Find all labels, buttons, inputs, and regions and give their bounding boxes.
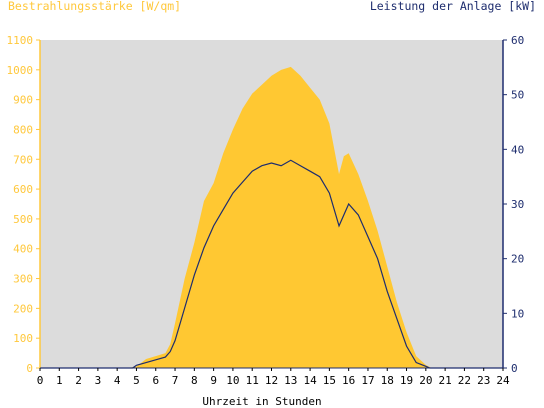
right-axis-title: Leistung der Anlage [kW] <box>370 0 536 13</box>
left-tick-label: 200 <box>13 302 33 315</box>
right-tick-label: 20 <box>511 253 524 266</box>
left-tick-label: 100 <box>13 332 33 345</box>
right-tick-label: 30 <box>511 198 524 211</box>
x-tick-label: 1 <box>56 374 63 387</box>
x-tick-label: 21 <box>439 374 452 387</box>
x-axis-label: Uhrzeit in Stunden <box>202 395 321 408</box>
x-tick-label: 16 <box>342 374 355 387</box>
right-tick-label: 10 <box>511 307 524 320</box>
ticks-layer: 0100200300400500600700800900100011000102… <box>7 34 525 387</box>
x-tick-label: 3 <box>95 374 102 387</box>
x-tick-label: 19 <box>400 374 413 387</box>
x-tick-label: 13 <box>284 374 297 387</box>
right-tick-label: 40 <box>511 143 524 156</box>
left-tick-label: 800 <box>13 123 33 136</box>
left-tick-label: 1000 <box>7 64 34 77</box>
left-tick-label: 1100 <box>7 34 34 47</box>
left-axis-title: Bestrahlungsstärke [W/qm] <box>8 0 181 13</box>
x-tick-label: 6 <box>152 374 159 387</box>
x-tick-label: 0 <box>37 374 44 387</box>
x-tick-label: 8 <box>191 374 198 387</box>
x-tick-label: 10 <box>226 374 239 387</box>
right-tick-label: 60 <box>511 34 524 47</box>
x-tick-label: 7 <box>172 374 179 387</box>
power-line <box>40 159 503 369</box>
x-tick-label: 12 <box>265 374 278 387</box>
left-tick-label: 500 <box>13 213 33 226</box>
x-tick-label: 9 <box>210 374 217 387</box>
left-tick-label: 700 <box>13 153 33 166</box>
left-tick-label: 300 <box>13 273 33 286</box>
left-tick-label: 400 <box>13 243 33 256</box>
x-tick-label: 11 <box>246 374 259 387</box>
left-tick-label: 900 <box>13 94 33 107</box>
x-tick-label: 5 <box>133 374 140 387</box>
left-tick-label: 0 <box>26 362 33 375</box>
x-tick-label: 23 <box>477 374 490 387</box>
x-tick-label: 14 <box>303 374 317 387</box>
right-tick-label: 50 <box>511 89 524 102</box>
x-tick-label: 18 <box>381 374 394 387</box>
left-tick-label: 600 <box>13 183 33 196</box>
x-tick-label: 24 <box>496 374 510 387</box>
x-tick-label: 20 <box>419 374 432 387</box>
x-tick-label: 17 <box>361 374 374 387</box>
x-tick-label: 15 <box>323 374 336 387</box>
series-layer <box>40 66 503 369</box>
x-tick-label: 4 <box>114 374 121 387</box>
right-tick-label: 0 <box>511 362 518 375</box>
x-tick-label: 22 <box>458 374 471 387</box>
x-tick-label: 2 <box>75 374 82 387</box>
